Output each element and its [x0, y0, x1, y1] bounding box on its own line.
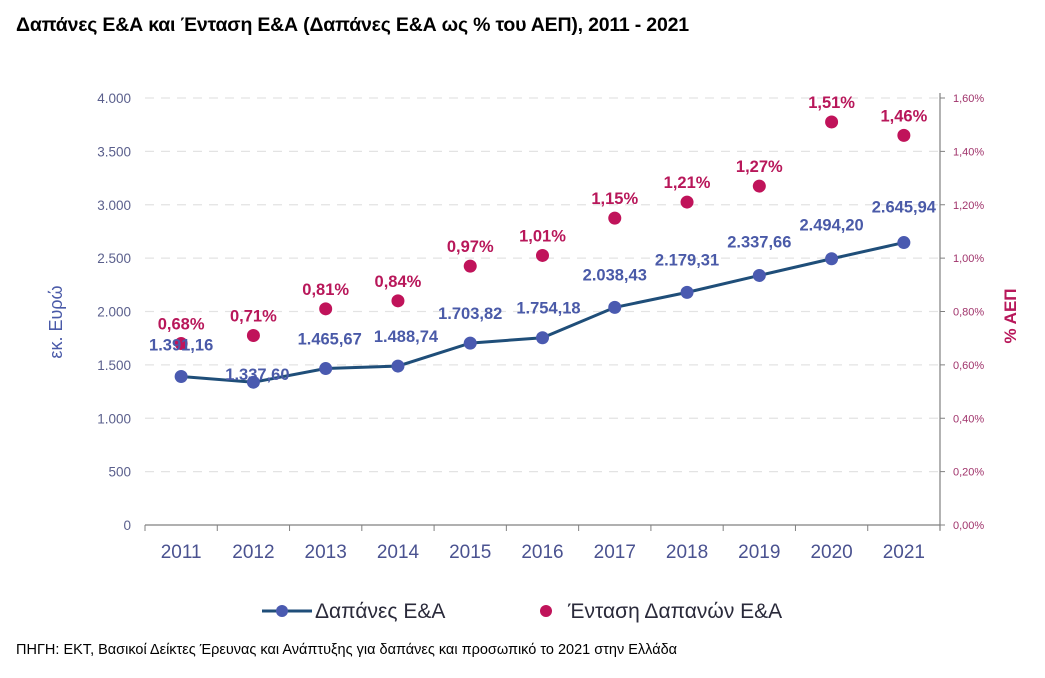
x-axis-ticks: 2011 2012 2013 2014 2015 2016 2017 2018 2019 2020…	[144, 525, 941, 563]
y-tick-label: 2.000	[97, 305, 131, 320]
x-tick-label: 2020	[810, 542, 852, 563]
series-entasi	[174, 115, 911, 351]
line-point[interactable]	[463, 336, 477, 350]
legend-dot-swatch	[540, 605, 552, 617]
legend-label-entasi: Ένταση Δαπανών Ε&Α	[567, 600, 782, 623]
y2-tick-label: 0,60%	[953, 360, 984, 372]
line-point[interactable]	[752, 268, 766, 282]
line-point[interactable]	[536, 331, 549, 345]
line-point[interactable]	[174, 369, 188, 383]
scatter-point[interactable]	[246, 329, 260, 343]
x-tick-label: 2016	[521, 542, 563, 563]
percent-label: 0,81%	[302, 281, 349, 299]
data-labels: 1.391,16 1.337,60 1.465,67 1.488,74 1.703,82…	[149, 94, 937, 384]
y2-tick-label: 0,20%	[953, 467, 984, 479]
value-label: 2.179,31	[655, 251, 719, 269]
y-tick-label: 1.000	[97, 411, 131, 426]
line-point[interactable]	[825, 252, 839, 266]
scatter-point[interactable]	[319, 302, 333, 316]
x-tick-label: 2021	[883, 542, 925, 563]
legend-marker-swatch	[276, 605, 288, 617]
legend-label-dapanes: Δαπάνες Ε&Α	[315, 600, 445, 623]
left-axis-title: εκ. Ευρώ	[46, 285, 66, 358]
series-dapanes	[174, 236, 911, 389]
scatter-point[interactable]	[391, 294, 405, 308]
legend-item-dapanes[interactable]: Δαπάνες Ε&Α	[262, 600, 445, 623]
value-label: 2.494,20	[799, 217, 863, 235]
scatter-point[interactable]	[825, 115, 839, 129]
scatter-point[interactable]	[897, 128, 911, 142]
value-label: 1.703,82	[438, 305, 502, 323]
line-point[interactable]	[391, 359, 405, 373]
x-tick-label: 2017	[594, 542, 636, 563]
y-tick-label: 3.500	[97, 144, 131, 159]
value-label: 1.754,18	[516, 300, 580, 318]
value-label: 1.337,60	[225, 366, 289, 384]
y2-tick-label: 1,40%	[953, 146, 984, 158]
x-tick-label: 2014	[377, 542, 420, 563]
y-tick-label: 2.500	[97, 251, 131, 266]
line-point[interactable]	[246, 375, 260, 389]
percent-label: 1,15%	[591, 190, 638, 208]
line-point[interactable]	[897, 236, 911, 250]
legend: Δαπάνες Ε&Α Ένταση Δαπανών Ε&Α	[262, 600, 782, 623]
x-tick-label: 2013	[305, 542, 347, 563]
x-tick-label: 2015	[449, 542, 491, 563]
x-tick-label: 2012	[232, 542, 274, 563]
gridlines	[145, 97, 940, 473]
left-axis-ticks: 0 500 1.000 1.500 2.000 2.500 3.000 3.500 4.000	[97, 91, 131, 533]
y2-tick-label: 0,80%	[953, 307, 984, 319]
x-tick-label: 2011	[161, 542, 202, 563]
y2-tick-label: 1,20%	[953, 200, 984, 212]
y2-tick-label: 1,60%	[953, 93, 984, 105]
percent-label: 0,68%	[158, 316, 205, 334]
right-axis-ticks: 0,00% 0,20% 0,40% 0,60% 0,80% 1,00% 1,20% 1,40%…	[940, 93, 984, 532]
percent-label: 1,21%	[664, 174, 711, 192]
chart-title: Δαπάνες Ε&Α και Ένταση Ε&Α (Δαπάνες Ε&Α …	[16, 14, 689, 36]
source-note: ΠΗΓΗ: ΕΚΤ, Βασικοί Δείκτες Έρευνας και Α…	[16, 642, 678, 658]
x-tick-label: 2018	[666, 542, 708, 563]
x-tick-label: 2019	[738, 542, 780, 563]
line-point[interactable]	[608, 300, 622, 314]
y-tick-label: 1.500	[97, 358, 131, 373]
scatter-point[interactable]	[174, 337, 188, 351]
legend-item-entasi[interactable]: Ένταση Δαπανών Ε&Α	[540, 600, 782, 623]
scatter-point[interactable]	[752, 179, 766, 193]
percent-label: 0,84%	[375, 273, 422, 291]
y2-tick-label: 0,40%	[953, 413, 984, 425]
y-tick-label: 4.000	[97, 91, 131, 106]
value-label: 1.488,74	[374, 328, 439, 346]
percent-label: 1,51%	[808, 94, 855, 112]
scatter-point[interactable]	[536, 248, 549, 262]
y2-tick-label: 1,00%	[953, 253, 984, 265]
y2-tick-label: 0,00%	[953, 520, 984, 532]
scatter-point[interactable]	[680, 195, 694, 209]
percent-label: 0,97%	[447, 238, 494, 256]
percent-label: 1,27%	[736, 158, 783, 176]
percent-label: 1,46%	[880, 107, 927, 125]
line-point[interactable]	[680, 285, 694, 299]
scatter-point[interactable]	[463, 259, 477, 273]
value-label: 1.465,67	[298, 331, 362, 349]
value-label: 2.038,43	[583, 266, 647, 284]
y-tick-label: 0	[123, 518, 131, 533]
percent-label: 0,71%	[230, 308, 277, 326]
value-label: 2.645,94	[872, 199, 937, 217]
percent-label: 1,01%	[519, 227, 566, 245]
y-tick-label: 3.000	[97, 198, 131, 213]
line-point[interactable]	[319, 362, 333, 376]
value-label: 1.391,16	[149, 336, 213, 354]
scatter-point[interactable]	[608, 211, 622, 225]
value-label: 2.337,66	[727, 233, 791, 251]
y-tick-label: 500	[108, 465, 131, 480]
right-axis-title: % ΑΕΠ	[1001, 288, 1020, 343]
